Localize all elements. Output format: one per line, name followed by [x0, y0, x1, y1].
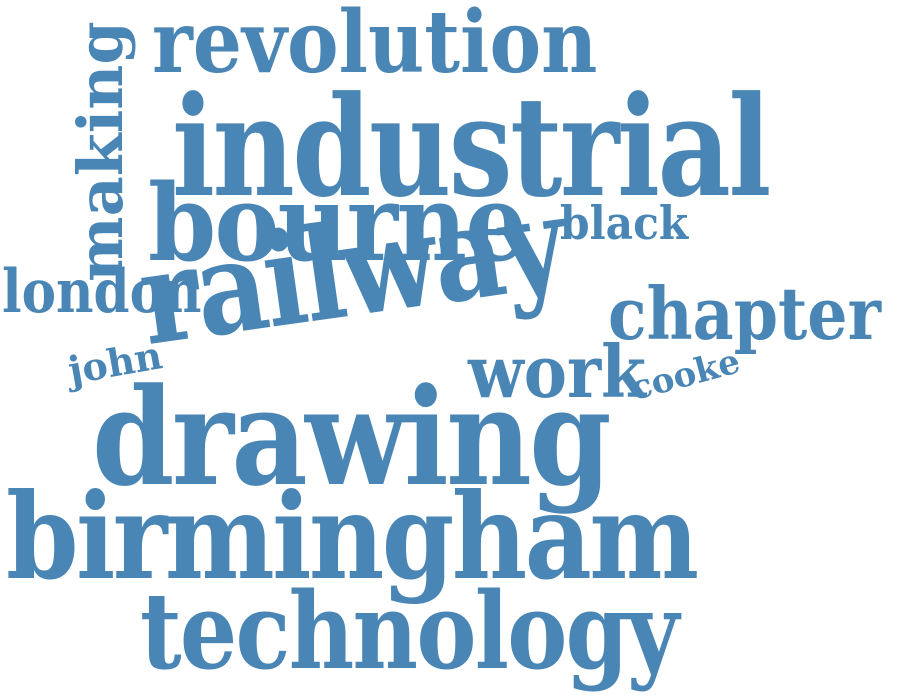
word-making: making — [64, 21, 137, 282]
word-london: london — [2, 257, 202, 327]
word-industrial: industrial — [172, 65, 771, 228]
word-bourne: bourne — [148, 160, 527, 285]
word-drawing: drawing — [92, 358, 612, 516]
word-revolution: revolution — [152, 0, 598, 93]
word-birmingham: birmingham — [6, 467, 699, 606]
word-black: black — [560, 196, 689, 250]
word-work: work — [468, 329, 647, 414]
word-chapter: chapter — [608, 271, 881, 356]
word-technology: technology — [140, 568, 679, 693]
